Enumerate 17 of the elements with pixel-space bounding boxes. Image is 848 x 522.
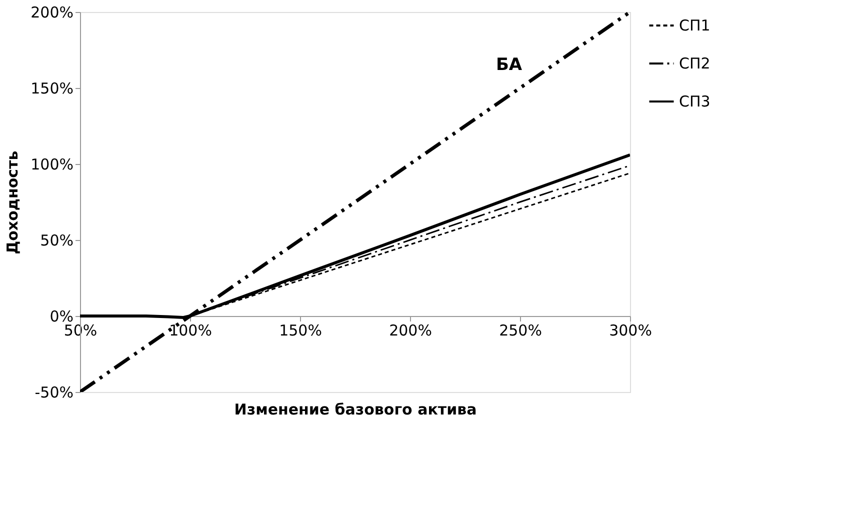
y-tick-label: 50% bbox=[40, 232, 74, 250]
legend-label: СП2 bbox=[679, 54, 710, 72]
y-tick-label: -50% bbox=[34, 384, 74, 402]
x-tick-label: 100% bbox=[169, 322, 212, 340]
y-axis-title: Доходность bbox=[4, 150, 22, 254]
y-tick-label: 100% bbox=[30, 156, 74, 174]
x-tick-label: 200% bbox=[389, 322, 432, 340]
annotation: БА bbox=[496, 55, 523, 76]
x-axis-title: Изменение базового актива bbox=[234, 400, 477, 418]
x-tick-label: 150% bbox=[279, 322, 322, 340]
y-tick-label: 150% bbox=[30, 80, 74, 98]
legend-label: СП3 bbox=[679, 92, 710, 110]
y-tick-label: 0% bbox=[50, 308, 74, 326]
legend-label: СП1 bbox=[679, 16, 710, 34]
y-tick-label: 200% bbox=[30, 4, 74, 22]
x-tick-label: 250% bbox=[499, 322, 542, 340]
x-tick-label: 300% bbox=[609, 322, 652, 340]
